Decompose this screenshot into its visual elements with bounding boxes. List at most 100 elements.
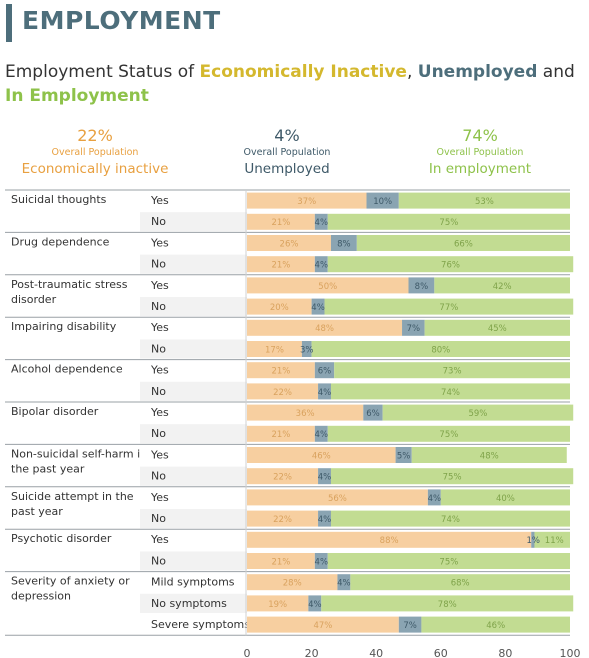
bar-employed — [421, 616, 570, 633]
data-label: 4% — [308, 600, 322, 610]
data-label: 46% — [486, 621, 505, 631]
x-tick-label: 40 — [369, 647, 383, 658]
row-label-bg — [140, 572, 247, 592]
row-label: No — [151, 470, 166, 483]
group-label: Severity of anxiety or — [11, 575, 130, 588]
row-label: No — [151, 342, 166, 355]
data-label: 11% — [545, 536, 564, 546]
bar-inactive — [247, 489, 428, 506]
row-label: No — [151, 385, 166, 398]
data-label: 4% — [337, 579, 351, 589]
bar-unemployed — [330, 235, 357, 251]
group-label: the past year — [11, 462, 85, 475]
subtitle-sep2: and — [537, 62, 575, 82]
row-label: Yes — [150, 321, 169, 334]
bar-unemployed — [366, 192, 399, 209]
row-label-bg — [140, 360, 247, 380]
row-label-bg — [140, 509, 247, 529]
row-label-bg — [140, 381, 247, 401]
bar-employed — [398, 192, 570, 209]
data-label: 36% — [296, 409, 315, 419]
x-tick-label: 0 — [244, 647, 251, 658]
summary-unemployed: 4% Overall Population Unemployed — [192, 126, 382, 178]
summary-employed-label: In employment — [428, 161, 532, 177]
summary-inactive-label: Economically inactive — [21, 161, 169, 177]
data-label: 76% — [441, 261, 460, 271]
data-label: 75% — [439, 430, 458, 440]
bar-employed — [382, 404, 574, 421]
data-label: 21% — [271, 218, 290, 228]
page-title: EMPLOYMENT — [22, 6, 221, 35]
row-label-bg — [140, 403, 247, 423]
bar-employed — [434, 277, 570, 294]
row-label-bg — [140, 339, 247, 359]
header-accent-bar — [6, 4, 12, 42]
bar-unemployed — [314, 213, 328, 230]
bar-employed — [311, 341, 570, 357]
row-label-bg — [140, 487, 247, 507]
bar-employed — [440, 489, 570, 506]
data-label: 6% — [318, 367, 332, 377]
row-label-bg — [140, 275, 247, 295]
data-label: 37% — [297, 197, 316, 207]
row-label-bg — [140, 615, 247, 635]
group-label: Post-traumatic stress — [11, 278, 128, 291]
data-label: 22% — [273, 388, 292, 398]
row-label: Yes — [150, 533, 169, 546]
bar-inactive — [247, 192, 367, 209]
data-label: 75% — [439, 218, 458, 228]
subtitle-unemployed: Unemployed — [417, 62, 538, 82]
bar-unemployed — [363, 404, 383, 421]
row-label: No — [151, 427, 166, 440]
group-label: Suicidal thoughts — [11, 193, 107, 206]
data-label: 78% — [438, 600, 457, 610]
group-label: Bipolar disorder — [11, 405, 99, 418]
row-label: No — [151, 215, 166, 228]
subtitle-sep1: , — [406, 62, 418, 82]
data-label: 74% — [441, 388, 460, 398]
row-label: Mild symptoms — [151, 576, 235, 589]
bar-unemployed — [318, 383, 331, 400]
bar-inactive — [247, 553, 315, 569]
row-label: Yes — [150, 491, 169, 504]
summary-unemployed-pct: 4% — [274, 126, 300, 145]
bar-employed — [356, 235, 570, 251]
group-label: depression — [11, 590, 71, 603]
row-label-bg — [140, 254, 247, 274]
data-label: 1% — [526, 536, 540, 546]
data-label: 88% — [380, 536, 399, 546]
data-label: 4% — [428, 494, 442, 504]
summary-inactive-pct: 22% — [77, 126, 113, 145]
row-label: Yes — [150, 194, 169, 207]
bar-employed — [411, 447, 567, 463]
row-label: Yes — [150, 279, 169, 292]
bar-employed — [324, 298, 574, 315]
bar-employed — [424, 319, 570, 336]
data-label: 4% — [315, 218, 329, 228]
data-label: 48% — [315, 324, 334, 334]
data-label: 74% — [441, 515, 460, 525]
bar-unemployed — [402, 319, 425, 336]
row-label: Yes — [150, 406, 169, 419]
bar-unemployed — [308, 595, 322, 612]
bar-unemployed — [301, 341, 312, 357]
row-label-bg — [140, 212, 247, 232]
bar-employed — [534, 531, 570, 548]
bar-employed — [350, 574, 570, 591]
bar-employed — [327, 213, 570, 230]
row-label-bg — [140, 551, 247, 571]
x-tick-label: 100 — [560, 647, 581, 658]
row-label-bg — [140, 593, 247, 613]
row-label-bg — [140, 445, 247, 465]
data-label: 68% — [451, 579, 470, 589]
bar-inactive — [247, 616, 399, 633]
data-label: 56% — [328, 494, 347, 504]
data-label: 21% — [271, 430, 290, 440]
group-label: Alcohol dependence — [11, 363, 123, 376]
bar-inactive — [247, 531, 532, 548]
data-label: 75% — [443, 473, 462, 483]
data-label: 42% — [493, 282, 512, 292]
bar-inactive — [247, 298, 312, 315]
data-label: 21% — [271, 367, 290, 377]
data-label: 59% — [468, 409, 487, 419]
